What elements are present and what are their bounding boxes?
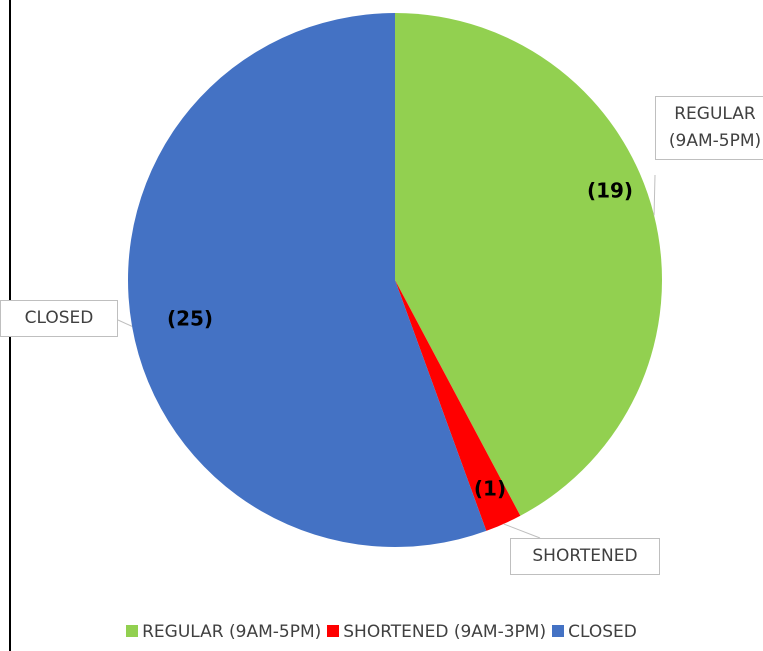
callout-leader bbox=[653, 174, 656, 216]
legend-item: SHORTENED (9AM-3PM) bbox=[327, 622, 546, 642]
callout-label: SHORTENED bbox=[510, 538, 660, 575]
pie-slice bbox=[395, 280, 521, 531]
callout-leader bbox=[117, 319, 133, 327]
data-label: (25) bbox=[167, 307, 213, 331]
data-label: (19) bbox=[587, 179, 633, 203]
legend: REGULAR (9AM-5PM) SHORTENED (9AM-3PM) CLOS… bbox=[0, 622, 763, 642]
legend-swatch bbox=[126, 625, 139, 637]
legend-item: CLOSED bbox=[552, 622, 637, 642]
pie-slice bbox=[128, 13, 487, 547]
legend-item: REGULAR (9AM-5PM) bbox=[126, 622, 321, 642]
callout-leader bbox=[503, 523, 541, 539]
pie-slice bbox=[395, 13, 662, 516]
legend-label: SHORTENED (9AM-3PM) bbox=[343, 622, 547, 642]
legend-swatch bbox=[327, 625, 340, 637]
legend-swatch bbox=[552, 625, 565, 637]
callout-label: REGULAR (9AM-5PM) bbox=[655, 96, 763, 160]
data-label: (1) bbox=[474, 477, 506, 501]
legend-label: REGULAR (9AM-5PM) bbox=[142, 622, 322, 642]
legend-label: CLOSED bbox=[568, 622, 637, 642]
callout-label: CLOSED bbox=[0, 300, 118, 337]
